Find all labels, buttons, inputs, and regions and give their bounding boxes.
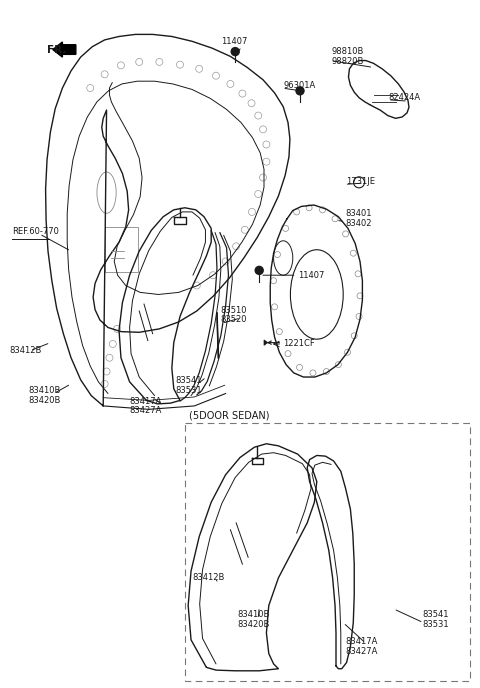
Text: 83410B
83420B: 83410B 83420B	[238, 610, 270, 629]
FancyArrow shape	[53, 42, 76, 57]
Text: 1731JE: 1731JE	[346, 177, 374, 186]
Text: REF.60-770: REF.60-770	[12, 226, 59, 236]
Text: 98810B
98820B: 98810B 98820B	[331, 47, 363, 66]
Text: 83412B: 83412B	[192, 573, 224, 583]
Text: (5DOOR SEDAN): (5DOOR SEDAN)	[189, 410, 269, 420]
Text: 83412B: 83412B	[10, 346, 42, 356]
Text: 96301A: 96301A	[283, 81, 315, 91]
Polygon shape	[264, 340, 268, 345]
Text: 83410B
83420B: 83410B 83420B	[29, 386, 61, 405]
Text: 83417A
83427A: 83417A 83427A	[130, 396, 162, 416]
Bar	[185, 423, 470, 681]
Text: 83510
83520: 83510 83520	[221, 305, 247, 325]
Text: 11407: 11407	[298, 270, 324, 280]
Text: 1221CF: 1221CF	[283, 339, 315, 349]
Circle shape	[255, 266, 263, 275]
Circle shape	[231, 47, 239, 56]
Text: FR.: FR.	[47, 45, 66, 54]
Text: 11407: 11407	[221, 36, 247, 46]
Text: 83417A
83427A: 83417A 83427A	[346, 637, 378, 656]
Text: 83401
83402: 83401 83402	[346, 209, 372, 228]
Circle shape	[296, 87, 304, 95]
Text: 83541
83531: 83541 83531	[422, 610, 449, 629]
Text: 83541
83531: 83541 83531	[175, 376, 202, 395]
Bar	[105, 227, 138, 272]
Text: 82424A: 82424A	[389, 93, 421, 103]
